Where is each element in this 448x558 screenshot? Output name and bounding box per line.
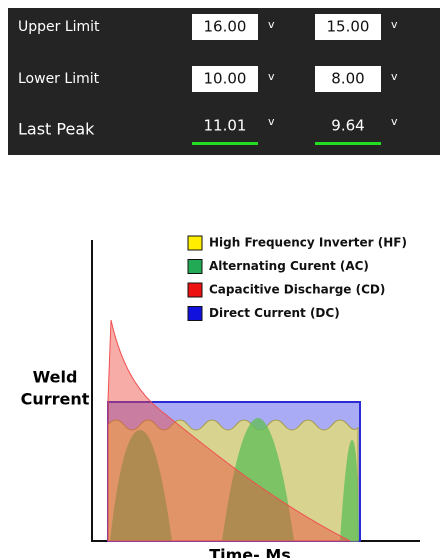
legend-label: High Frequency Inverter (HF) (209, 236, 407, 250)
value-field (315, 66, 381, 92)
legend-swatch (187, 259, 203, 274)
value-text: 15.00 (327, 18, 370, 36)
value-text: 16.00 (204, 18, 247, 36)
peak-value: 11.01 (204, 117, 247, 135)
value-text: 8.00 (331, 70, 364, 88)
unit: v (268, 115, 275, 128)
row-label: Lower Limit (18, 71, 100, 87)
ac-hump (110, 430, 172, 541)
row-label: Last Peak (18, 120, 95, 139)
value-field (192, 66, 258, 92)
ac-hump (222, 418, 294, 541)
row-label: Upper Limit (18, 19, 100, 35)
unit: v (391, 115, 398, 128)
legend-swatch (187, 282, 203, 298)
unit: v (268, 18, 275, 31)
y-label: Weld (33, 368, 78, 387)
value-text: 10.00 (204, 70, 247, 88)
legend-label: Capacitive Discharge (CD) (209, 283, 385, 297)
legend-label: Alternating Curent (AC) (209, 259, 369, 273)
panel-rows: Upper Limit 16.00 v 15.00 v Lower Limit 10.00 v… (18, 14, 398, 145)
peak-underline (315, 142, 381, 145)
cd-area (107, 319, 351, 542)
unit: v (391, 18, 398, 31)
ac-hump (340, 440, 359, 541)
unit: v (391, 70, 398, 83)
unit: v (268, 70, 275, 83)
legend-label: Direct Current (DC) (209, 306, 340, 320)
value-field (315, 14, 381, 40)
legend-swatch (187, 235, 203, 251)
peak-underline (192, 142, 258, 145)
x-label: Time- Ms (209, 546, 291, 558)
legend: High Frequency Inverter (HF) Alternating … (187, 235, 407, 321)
legend-swatch (187, 306, 203, 321)
peak-value: 9.64 (331, 117, 364, 135)
y-label: Current (21, 390, 90, 409)
value-field (192, 14, 258, 40)
